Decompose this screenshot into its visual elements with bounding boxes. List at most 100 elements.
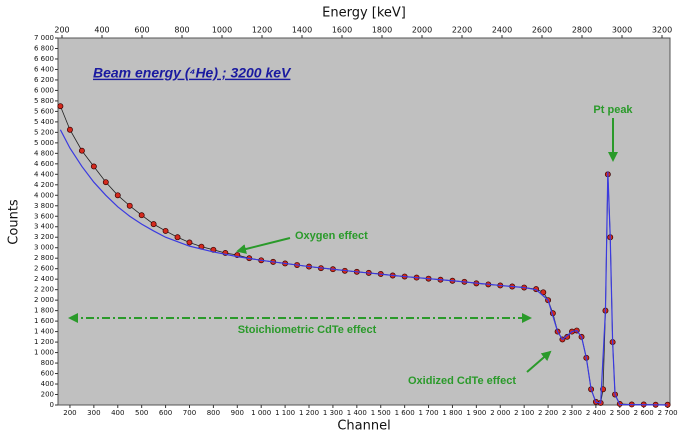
y-tick-label: 4 400 bbox=[34, 170, 54, 178]
x-tick-label: 1 300 bbox=[323, 409, 343, 417]
x2-tick-label: 1200 bbox=[252, 26, 272, 35]
annotation: Stoichiometric CdTe effect bbox=[238, 324, 377, 336]
data-point bbox=[138, 212, 145, 219]
x-tick-label: 1 400 bbox=[347, 409, 367, 417]
data-point bbox=[114, 192, 121, 199]
arrow bbox=[236, 237, 291, 254]
y-tick-label: 1 600 bbox=[34, 317, 54, 325]
x2-tick-label: 3200 bbox=[652, 26, 672, 35]
y-tick-label: 5 600 bbox=[34, 107, 54, 115]
y-tick-label: 1 800 bbox=[34, 307, 54, 315]
x-tick-label: 200 bbox=[63, 409, 76, 417]
y-tick-label: 2 400 bbox=[34, 275, 54, 283]
y-tick-label: 800 bbox=[41, 359, 54, 367]
x2-tick-label: 2600 bbox=[532, 26, 552, 35]
x2-tick-label: 600 bbox=[134, 26, 149, 35]
y-tick-label: 2 200 bbox=[34, 286, 54, 294]
y-tick-label: 400 bbox=[41, 380, 54, 388]
data-point bbox=[57, 103, 64, 110]
data-point bbox=[150, 221, 157, 228]
x2-tick-label: 1800 bbox=[372, 26, 392, 35]
x-tick-label: 400 bbox=[111, 409, 124, 417]
x2-tick-label: 200 bbox=[54, 26, 69, 35]
y-tick-label: 1 200 bbox=[34, 338, 54, 346]
y-tick-label: 1 000 bbox=[34, 349, 54, 357]
x2-tick-label: 2200 bbox=[452, 26, 472, 35]
y-tick-label: 3 200 bbox=[34, 233, 54, 241]
y-tick-label: 2 800 bbox=[34, 254, 54, 262]
data-point bbox=[174, 234, 181, 241]
x-tick-label: 300 bbox=[87, 409, 100, 417]
y-tick-label: 5 800 bbox=[34, 97, 54, 105]
y-tick-label: 3 000 bbox=[34, 244, 54, 252]
x-tick-label: 1 200 bbox=[299, 409, 319, 417]
x-tick-label: 700 bbox=[183, 409, 196, 417]
x2-tick-label: 2400 bbox=[492, 26, 512, 35]
data-point bbox=[186, 239, 193, 246]
y-tick-label: 6 200 bbox=[34, 76, 54, 84]
data-point bbox=[162, 227, 169, 234]
x2-tick-label: 3000 bbox=[612, 26, 632, 35]
data-point bbox=[540, 289, 547, 296]
y-tick-label: 0 bbox=[50, 401, 54, 409]
annotation: Oxygen effect bbox=[295, 230, 368, 242]
chart-title: Beam energy (⁴He) ; 3200 keV bbox=[93, 65, 292, 81]
y-tick-label: 6 000 bbox=[34, 86, 54, 94]
x-tick-label: 2 400 bbox=[586, 409, 606, 417]
x2-tick-label: 800 bbox=[174, 26, 189, 35]
y-tick-label: 200 bbox=[41, 391, 54, 399]
data-point bbox=[90, 163, 97, 170]
x-tick-label: 2 600 bbox=[634, 409, 654, 417]
arrow bbox=[526, 350, 552, 373]
x2-tick-label: 1600 bbox=[332, 26, 352, 35]
x-tick-label: 1 100 bbox=[275, 409, 295, 417]
data-point bbox=[67, 126, 73, 133]
plot-area bbox=[57, 37, 671, 406]
x-tick-label: 800 bbox=[207, 409, 220, 417]
y-tick-label: 6 800 bbox=[34, 44, 54, 52]
y-tick-label: 4 600 bbox=[34, 160, 54, 168]
x-tick-label: 600 bbox=[159, 409, 172, 417]
x2-axis-title: Energy [keV] bbox=[322, 6, 406, 21]
data-point bbox=[126, 202, 133, 209]
y-tick-label: 3 800 bbox=[34, 202, 54, 210]
y-tick-label: 4 200 bbox=[34, 181, 54, 189]
fit-line bbox=[59, 129, 668, 406]
y-tick-label: 4 000 bbox=[34, 191, 54, 199]
data-point bbox=[78, 147, 85, 154]
y-tick-label: 2 000 bbox=[34, 296, 54, 304]
y-axis-title: Counts bbox=[7, 199, 22, 245]
x-tick-label: 1 900 bbox=[466, 409, 486, 417]
y-tick-label: 2 600 bbox=[34, 265, 54, 273]
x-tick-label: 2 000 bbox=[490, 409, 510, 417]
y-tick-label: 6 400 bbox=[34, 65, 54, 73]
x-axis-title: Channel bbox=[337, 419, 390, 433]
x-tick-label: 1 800 bbox=[442, 409, 462, 417]
x2-tick-label: 2800 bbox=[572, 26, 592, 35]
x-tick-label: 2 700 bbox=[658, 409, 678, 417]
x2-tick-label: 1000 bbox=[212, 26, 232, 35]
x-tick-label: 1 000 bbox=[251, 409, 271, 417]
x-tick-label: 1 600 bbox=[395, 409, 415, 417]
x-tick-label: 2 100 bbox=[514, 409, 534, 417]
y-tick-label: 6 600 bbox=[34, 55, 54, 63]
data-point bbox=[102, 179, 109, 186]
y-tick-label: 3 600 bbox=[34, 212, 54, 220]
y-tick-label: 5 200 bbox=[34, 128, 54, 136]
x-tick-label: 1 500 bbox=[371, 409, 391, 417]
x2-tick-label: 2000 bbox=[412, 26, 432, 35]
y-tick-label: 4 800 bbox=[34, 149, 54, 157]
y-tick-label: 600 bbox=[41, 370, 54, 378]
data-point bbox=[564, 333, 571, 340]
y-tick-label: 5 400 bbox=[34, 118, 54, 126]
x2-tick-label: 1400 bbox=[292, 26, 312, 35]
x-tick-label: 2 300 bbox=[562, 409, 582, 417]
y-tick-label: 3 400 bbox=[34, 223, 54, 231]
x-tick-label: 2 200 bbox=[538, 409, 558, 417]
x-tick-label: 2 500 bbox=[610, 409, 630, 417]
x-tick-label: 900 bbox=[231, 409, 244, 417]
y-tick-label: 1 400 bbox=[34, 328, 54, 336]
x-tick-label: 500 bbox=[135, 409, 148, 417]
x2-tick-label: 400 bbox=[94, 26, 109, 35]
x-tick-label: 1 700 bbox=[419, 409, 439, 417]
